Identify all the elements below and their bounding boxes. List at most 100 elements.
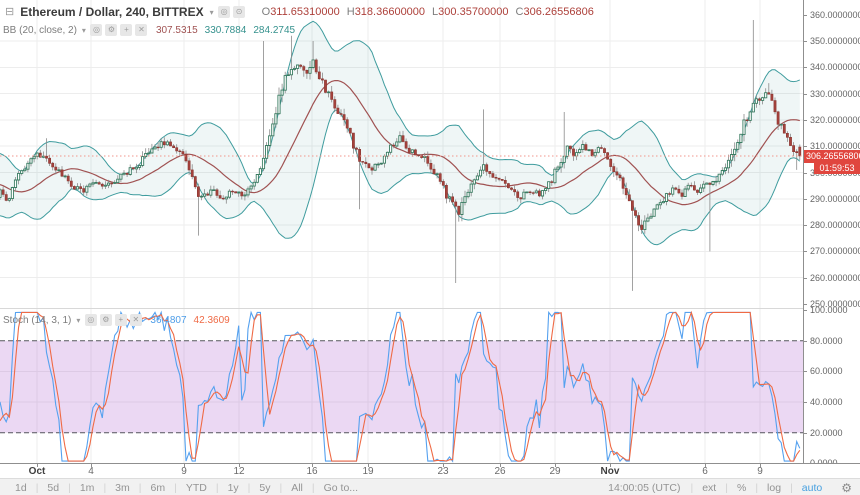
toolbar-button-log[interactable]: log <box>767 481 782 494</box>
chevron-down-icon[interactable]: ▾ <box>209 7 214 17</box>
bar-countdown-badge: 01:59:53 <box>814 163 860 174</box>
stoch-tick-label: 80.0000 <box>810 336 843 346</box>
range-button-ytd[interactable]: YTD <box>185 481 207 494</box>
eye-icon[interactable]: ◎ <box>84 314 97 326</box>
axis-tick-mark <box>760 464 761 467</box>
time-tick-label: 16 <box>306 466 318 477</box>
stoch-tick-label: 20.0000 <box>810 428 843 438</box>
ohlc-letter: C <box>515 6 524 18</box>
axis-tick-mark <box>91 464 92 467</box>
stoch-indicator-legend: Stoch (14, 3, 1) ▾ ◎ ⚙ + ✕ 36.4807 42.36… <box>3 314 230 326</box>
clock-utc-label[interactable]: 14:00:05 (UTC) <box>608 481 681 494</box>
toolbar-right: 14:00:05 (UTC) | ext |% | log | auto ⚙ <box>598 481 860 495</box>
toolbar-button-percent[interactable]: % <box>736 481 747 494</box>
axis-tick-mark <box>804 225 807 226</box>
gear-icon[interactable]: ⚙ <box>99 314 112 326</box>
symbol-title[interactable]: Ethereum / Dollar, 240, BITTREX <box>20 5 204 19</box>
target-icon[interactable]: ⊙ <box>233 6 246 18</box>
eye-icon[interactable]: ◎ <box>90 24 103 36</box>
goto-date-button[interactable]: Go to... <box>323 481 359 494</box>
range-button-1m[interactable]: 1m <box>79 481 95 494</box>
chart-plot-region[interactable]: ⊟ Ethereum / Dollar, 240, BITTREX ▾ ◎ ⊙ … <box>0 0 860 468</box>
range-button-all[interactable]: All <box>291 481 303 494</box>
range-buttons: 1d | 5d | 1m | 3m | 6m | YTD | 1y | 5y | All | Go to... <box>0 482 367 494</box>
toolbar-separator: | <box>311 481 315 494</box>
time-tick-label: 9 <box>757 466 763 477</box>
chart-canvas[interactable] <box>0 0 803 463</box>
plus-icon[interactable]: + <box>120 24 133 36</box>
range-button-1d[interactable]: 1d <box>15 481 27 494</box>
last-price-badge: 306.26556806 <box>804 150 860 163</box>
collapse-pane-icon[interactable]: ⊟ <box>5 6 15 18</box>
time-tick-label: 23 <box>437 466 449 477</box>
time-tick-label: 12 <box>233 466 245 477</box>
ohlc-value: 318.36600000 <box>354 6 426 18</box>
stoch-indicator-label[interactable]: Stoch (14, 3, 1) <box>3 314 72 326</box>
bb-indicator-legend: BB (20, close, 2) ▾ ◎ ⚙ + ✕ 307.5315 330… <box>3 24 295 36</box>
price-tick-label: 330.00000000 <box>810 89 860 99</box>
axis-tick-mark <box>804 67 807 68</box>
stoch-tick-label: 60.0000 <box>810 366 843 376</box>
axis-tick-mark <box>37 464 38 467</box>
toolbar-separator: | <box>174 481 177 494</box>
axis-tick-mark <box>804 41 807 42</box>
chevron-down-icon[interactable]: ▾ <box>76 315 81 325</box>
time-tick-label: 29 <box>549 466 561 477</box>
axis-tick-mark <box>804 371 807 372</box>
ohlc-letter: H <box>346 6 355 18</box>
toolbar-separator: | <box>690 481 694 494</box>
price-tick-label: 280.00000000 <box>810 220 860 230</box>
axis-tick-mark <box>804 120 807 121</box>
toolbar-separator: | <box>790 481 793 494</box>
toolbar-separator: | <box>279 481 283 494</box>
close-icon[interactable]: ✕ <box>129 314 142 326</box>
price-tick-label: 260.00000000 <box>810 273 860 283</box>
axis-tick-mark <box>804 15 807 16</box>
toolbar-button-ext[interactable]: ext <box>702 481 717 494</box>
range-button-1y[interactable]: 1y <box>227 481 239 494</box>
axis-tick-mark <box>184 464 185 467</box>
range-button-5d[interactable]: 5d <box>47 481 60 494</box>
price-tick-label: 340.00000000 <box>810 62 860 72</box>
plus-icon[interactable]: + <box>114 314 127 326</box>
pane-divider-handle[interactable] <box>0 308 860 309</box>
toolbar-separator: | <box>35 481 39 494</box>
stoch-d-value: 42.3609 <box>193 314 230 326</box>
range-button-6m[interactable]: 6m <box>150 481 166 494</box>
range-button-3m[interactable]: 3m <box>115 481 130 494</box>
axis-tick-mark <box>555 464 556 467</box>
gear-icon[interactable]: ⚙ <box>105 24 118 36</box>
close-icon[interactable]: ✕ <box>135 24 148 36</box>
price-axis[interactable]: 360.00000000 350.00000000 340.00000000 330.… <box>803 0 860 468</box>
price-tick-label: 320.00000000 <box>810 115 860 125</box>
symbol-legend: ⊟ Ethereum / Dollar, 240, BITTREX ▾ ◎ ⊙ … <box>5 5 594 19</box>
time-tick-label: 4 <box>88 466 94 477</box>
axis-tick-mark <box>804 173 807 174</box>
time-axis[interactable]: Oct 4 9 12 16 19 23 26 29 Nov 6 9 <box>0 463 860 479</box>
toolbar-separator: | <box>247 481 251 494</box>
settings-gear-icon[interactable]: ⚙ <box>841 480 852 495</box>
time-tick-label: 26 <box>494 466 506 477</box>
axis-tick-mark <box>804 278 807 279</box>
bottom-toolbar: 1d | 5d | 1m | 3m | 6m | YTD | 1y | 5y | All | Go to... 14… <box>0 478 860 495</box>
eye-icon[interactable]: ◎ <box>218 6 231 18</box>
axis-tick-mark <box>804 94 807 95</box>
ohlc-value: 311.65310000 <box>270 6 340 18</box>
bb-upper-value: 330.7884 <box>204 24 247 36</box>
toolbar-separator: | <box>755 481 759 494</box>
stoch-tick-label: 100.0000 <box>810 305 848 315</box>
time-tick-label: Nov <box>600 466 620 477</box>
axis-tick-mark <box>368 464 369 467</box>
chevron-down-icon[interactable]: ▾ <box>81 25 86 35</box>
range-button-5y[interactable]: 5y <box>259 481 271 494</box>
axis-tick-mark <box>804 341 807 342</box>
auto-scale-button[interactable]: auto <box>801 481 823 494</box>
axis-tick-mark <box>312 464 313 467</box>
ohlc-value: 300.35700000 <box>438 6 509 18</box>
axis-tick-mark <box>804 146 807 147</box>
axis-tick-mark <box>804 304 807 305</box>
ohlc-letter: L <box>432 6 439 18</box>
bb-indicator-label[interactable]: BB (20, close, 2) <box>3 24 77 36</box>
axis-tick-mark <box>443 464 444 467</box>
